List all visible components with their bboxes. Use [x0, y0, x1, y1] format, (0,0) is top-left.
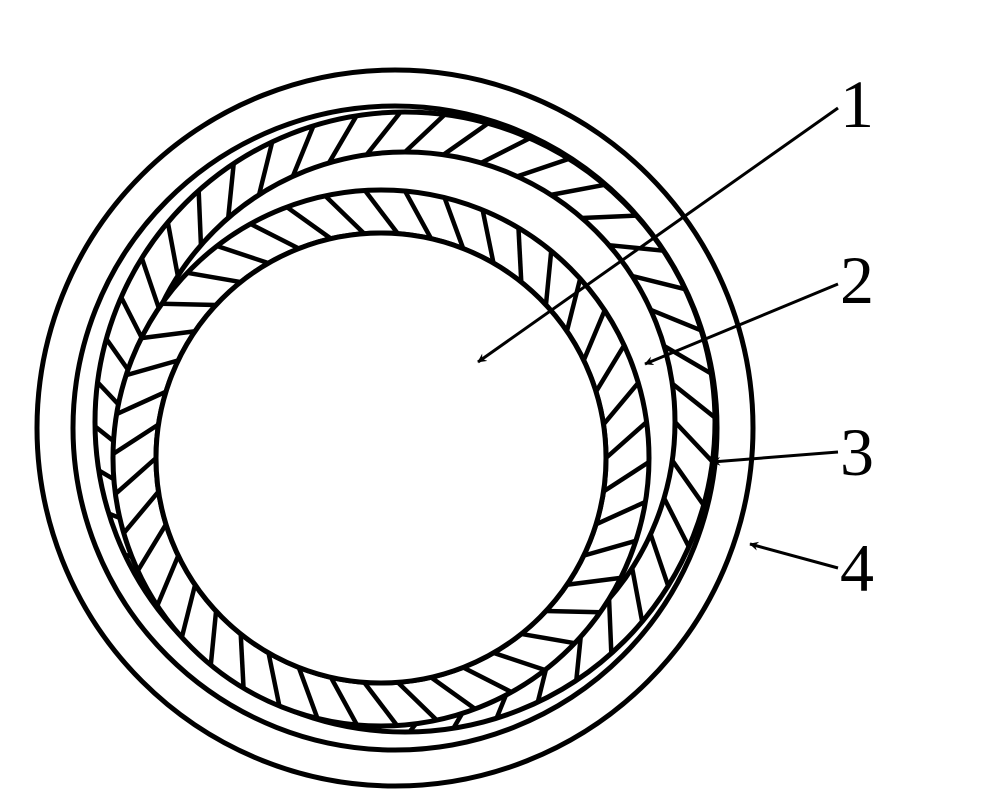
- diagram-stage: 1 2 3 4: [0, 0, 1000, 811]
- callout-label-4: 4: [840, 534, 874, 602]
- callout-label-3: 3: [840, 418, 874, 486]
- leader-line-4: [750, 544, 838, 568]
- callout-label-2: 2: [840, 246, 874, 314]
- callout-label-1: 1: [840, 70, 874, 138]
- core-disc: [156, 233, 606, 683]
